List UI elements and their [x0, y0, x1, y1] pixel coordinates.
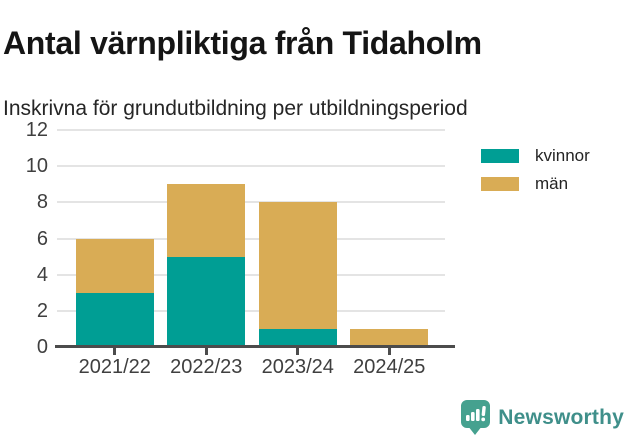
y-tick-label: 6: [36, 227, 48, 250]
bar-group-2021/22: [69, 130, 161, 347]
legend-item-kvinnor[interactable]: kvinnor: [481, 147, 590, 164]
y-tick-label: 0: [36, 336, 48, 358]
bar-group-2023/24: [252, 130, 344, 347]
bar-stack: [350, 328, 429, 347]
legend-swatch: [481, 148, 519, 163]
chart-legend: kvinnor män: [481, 147, 590, 203]
newsworthy-brand: Newsworthy: [459, 399, 624, 436]
y-axis-labels: 0 2 4 6 8 10 12: [0, 119, 48, 358]
x-tick-mark: [204, 348, 208, 355]
gridline: [57, 237, 445, 240]
bar-segment-män: [350, 328, 429, 347]
bar-segment-män: [258, 202, 337, 329]
y-tick-label: 10: [25, 155, 48, 178]
bar-segment-kvinnor: [167, 256, 246, 347]
bar-segment-män: [167, 184, 246, 257]
legend-item-män[interactable]: män: [481, 175, 590, 192]
bar-segment-män: [75, 238, 154, 293]
x-tick-label: 2021/22: [78, 356, 151, 378]
y-tick-label: 2: [36, 299, 48, 322]
x-tick-label: 2024/25: [353, 356, 426, 378]
y-tick-label: 4: [36, 263, 48, 286]
bar-chart-plot-area: [69, 130, 435, 347]
legend-swatch: [481, 176, 519, 191]
x-axis-category-labels: 2021/22 2022/23 2023/24 2024/25: [69, 356, 435, 379]
gridline: [57, 273, 445, 276]
chart-title: Antal värnpliktiga från Tidaholm: [3, 25, 482, 62]
y-tick-label: 8: [36, 191, 48, 214]
plot-gridlines: [57, 129, 445, 347]
legend-label: kvinnor: [535, 146, 590, 165]
x-tick-mark: [113, 348, 117, 355]
x-tick-mark: [296, 348, 300, 355]
bar-group-2022/23: [161, 130, 253, 347]
bar-stack: [258, 202, 337, 347]
newsworthy-pin-barchart-icon: [461, 400, 491, 435]
gridline: [57, 309, 445, 312]
x-tick-label: 2023/24: [261, 356, 334, 378]
x-axis-line: [55, 345, 455, 348]
bar-segment-kvinnor: [258, 328, 337, 347]
bar-segment-kvinnor: [75, 292, 154, 347]
bar-stack: [75, 238, 154, 347]
gridline: [57, 165, 445, 168]
bar-group-2024/25: [344, 130, 436, 347]
gridline: [57, 129, 445, 131]
x-tick-mark: [387, 348, 391, 355]
bar-stack: [167, 184, 246, 347]
gridline: [57, 201, 445, 204]
legend-label: män: [535, 174, 569, 193]
x-tick-label: 2022/23: [170, 356, 243, 378]
brand-wordmark: Newsworthy: [498, 405, 624, 429]
y-tick-label: 12: [25, 119, 48, 141]
chart-subtitle: Inskrivna för grundutbildning per utbild…: [3, 97, 468, 120]
